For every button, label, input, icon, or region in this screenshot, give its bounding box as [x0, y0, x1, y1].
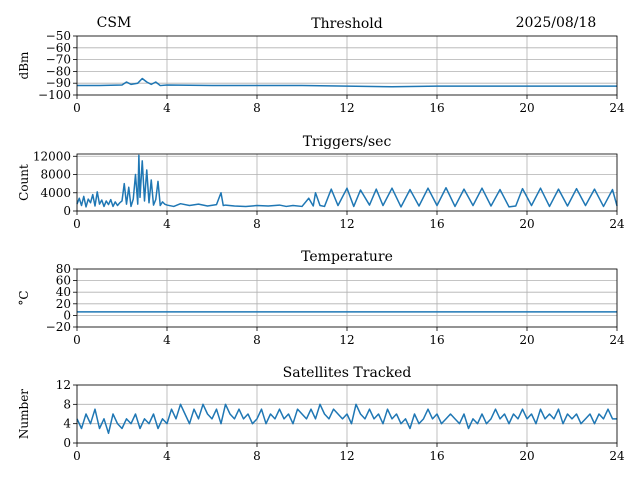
chart-title: Temperature: [301, 249, 393, 265]
y-tick-label-1: 4000: [40, 186, 71, 200]
x-tick-label-0: 0: [73, 333, 81, 347]
header-right: 2025/08/18: [516, 15, 597, 31]
chart-1: 0 4 8 12 16 20 24 0 4000 8000 12000 Triggers/sec Cou…: [17, 134, 625, 231]
y-tick-label-0: −100: [38, 88, 71, 102]
y-tick-label-2: 20: [56, 297, 71, 311]
x-tick-label-0: 0: [73, 101, 81, 115]
x-tick-label-0: 0: [73, 449, 81, 463]
series-line-0: [76, 154, 618, 208]
chart-title: Triggers/sec: [303, 134, 392, 150]
y-axis-label: dBm: [17, 51, 31, 80]
x-tick-label-1: 4: [163, 333, 171, 347]
x-tick-label-6: 24: [609, 449, 625, 463]
x-tick-label-3: 12: [339, 449, 354, 463]
y-tick-label-3: 12: [56, 378, 71, 392]
y-tick-label-3: 40: [56, 285, 71, 299]
x-tick-label-2: 8: [253, 217, 261, 231]
y-tick-label-5: 80: [56, 262, 71, 276]
chart-title: Satellites Tracked: [283, 365, 412, 381]
y-tick-label-2: 8: [63, 397, 71, 411]
x-tick-label-5: 20: [519, 101, 534, 115]
x-tick-label-1: 4: [163, 101, 171, 115]
y-tick-label-2: 8000: [40, 168, 71, 182]
x-tick-label-6: 24: [609, 217, 625, 231]
x-tick-label-1: 4: [163, 217, 171, 231]
x-tick-label-5: 20: [519, 449, 534, 463]
y-axis-label: Number: [17, 389, 31, 439]
x-tick-label-5: 20: [519, 217, 534, 231]
y-tick-label-1: −90: [46, 76, 71, 90]
y-tick-label-4: 60: [56, 274, 71, 288]
x-tick-label-2: 8: [253, 101, 261, 115]
series-line-0: [77, 77, 617, 88]
x-tick-label-4: 16: [429, 217, 444, 231]
chart-0: 0 4 8 12 16 20 24 −100−90−80−70−60−50 Threshold d…: [17, 16, 625, 115]
x-tick-label-6: 24: [609, 101, 625, 115]
y-tick-label-1: 4: [63, 417, 71, 431]
x-tick-label-2: 8: [253, 449, 261, 463]
y-tick-label-2: −80: [46, 64, 71, 78]
y-tick-label-4: −60: [46, 41, 71, 55]
series-line-0: [76, 403, 617, 435]
x-tick-label-4: 16: [429, 333, 444, 347]
x-tick-label-3: 12: [339, 333, 354, 347]
x-tick-label-5: 20: [519, 333, 534, 347]
y-tick-label-0: 0: [63, 204, 71, 218]
y-tick-label-0: −20: [46, 320, 71, 334]
x-tick-label-2: 8: [253, 333, 261, 347]
header-left: CSM: [97, 15, 132, 31]
x-tick-label-0: 0: [73, 217, 81, 231]
y-tick-label-3: 12000: [33, 149, 71, 163]
chart-3: 0 4 8 12 16 20 24 0 4 8 12 Satellites Tracked Number: [17, 365, 625, 463]
chart-title: Threshold: [311, 16, 382, 32]
y-tick-label-5: −50: [46, 29, 71, 43]
y-tick-label-1: 0: [63, 308, 71, 322]
chart-panels: 0 4 8 12 16 20 24 −100−90−80−70−60−50 Threshold d…: [17, 16, 625, 463]
y-axis-label: Count: [17, 164, 31, 201]
y-tick-label-3: −70: [46, 53, 71, 67]
x-tick-label-6: 24: [609, 333, 625, 347]
x-tick-label-1: 4: [163, 449, 171, 463]
y-axis-label: °C: [17, 290, 31, 305]
x-tick-label-3: 12: [339, 217, 354, 231]
x-tick-label-4: 16: [429, 449, 444, 463]
x-tick-label-3: 12: [339, 101, 354, 115]
x-tick-label-4: 16: [429, 101, 444, 115]
y-tick-label-0: 0: [63, 436, 71, 450]
